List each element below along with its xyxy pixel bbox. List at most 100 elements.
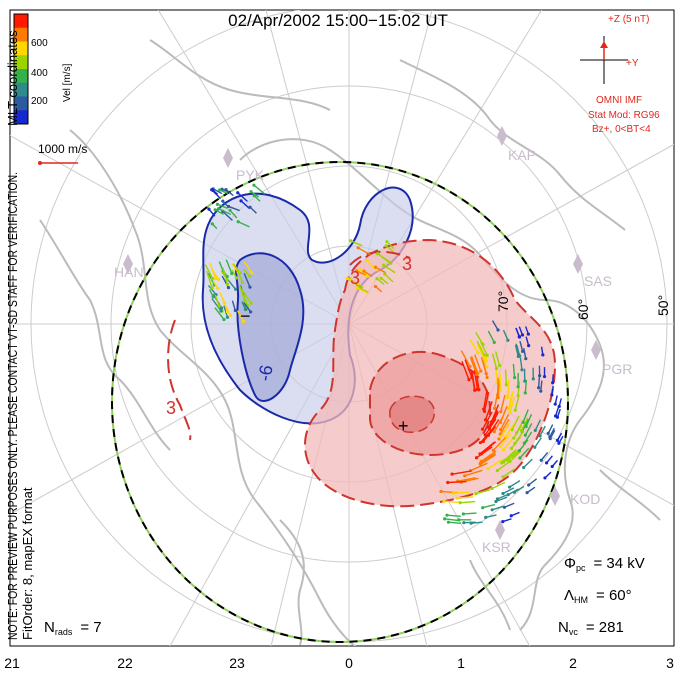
velocity-vector-origin [218,188,221,191]
velocity-vector-origin [481,343,484,346]
velocity-vector-origin [456,497,459,500]
nrads-value: = 7 [80,619,101,636]
imf-condition-label: Bz+, 0<BT<4 [592,124,651,135]
velocity-vector-origin [506,396,509,399]
velocity-vector-origin [543,375,546,378]
velocity-vector-origin [241,281,244,284]
velocity-vector-origin [512,436,515,439]
velocity-vector-origin [249,190,252,193]
velocity-vector-origin [475,373,478,376]
velocity-vector-origin [439,490,442,493]
velocity-vector-origin [230,272,233,275]
velocity-vector-origin [545,461,548,464]
velocity-vector-origin [479,441,482,444]
velocity-vector-origin [379,277,382,280]
velocity-vector-origin [248,286,251,289]
velocity-vector-origin [207,208,210,211]
velocity-vector-origin [250,302,253,305]
velocity-vector-origin [462,512,465,515]
colorbar-segment [14,14,28,28]
velocity-vector-origin [467,378,470,381]
velocity-vector-origin [484,433,487,436]
velocity-vector-origin [532,377,535,380]
velocity-vector-origin [507,493,510,496]
velocity-vector-origin [540,459,543,462]
velocity-vector-origin [250,271,253,274]
velocity-vector-origin [499,445,502,448]
latitude-label-70: 70° [495,291,511,312]
station-label-sas: SAS [584,273,612,289]
mlt-tick-23: 23 [229,655,245,671]
lambda-value: = 60° [596,587,632,604]
velocity-vector-origin [234,309,237,312]
velocity-vector-origin [480,452,483,455]
reference-vector-label: 1000 m/s [38,142,87,156]
velocity-vector-origin [382,264,385,267]
mlt-tick-2: 2 [569,655,577,671]
velocity-vector-origin [357,246,360,249]
velocity-vector-origin [492,449,495,452]
velocity-vector-origin [248,206,251,209]
velocity-vector-origin [501,492,504,495]
velocity-vector-origin [539,390,542,393]
mlt-tick-1: 1 [457,655,465,671]
velocity-vector [506,369,507,384]
velocity-vector-origin [487,434,490,437]
velocity-vector-origin [445,514,448,517]
colorbar-tick-600: 600 [31,38,48,49]
reference-vector-dot [38,161,42,165]
velocity-vector-origin [385,240,388,243]
velocity-vector-origin [557,442,560,445]
fit-order-note: FitOrder: 8, mapEX format [20,487,35,640]
phi-symbol: Φ [564,555,576,572]
velocity-vector-origin [514,409,517,412]
velocity-vector-origin [216,203,219,206]
velocity-vector-origin [473,389,476,392]
nrads-subscript: rads [55,627,73,637]
imf-source-label: OMNI IMF [596,95,642,106]
velocity-vector-origin [226,316,229,319]
velocity-vector-origin [217,207,220,210]
velocity-vector-origin [345,277,348,280]
phi-value: = 34 kV [593,555,644,572]
velocity-vector-origin [486,354,489,357]
velocity-vector-origin [499,389,502,392]
contour-label-center: 3 [350,268,360,288]
colorbar-tick-200: 200 [31,96,48,107]
mlt-tick-21: 21 [4,655,20,671]
velocity-vector-origin [537,386,540,389]
nvc-symbol: N [558,619,569,636]
velocity-vector-origin [538,374,541,377]
velocity-vector-origin [558,405,561,408]
velocity-vector-origin [374,285,377,288]
imf-y-label: +Y [626,58,639,69]
velocity-vector-origin [229,314,232,317]
station-label-han: HAN [114,264,144,280]
velocity-vector-origin [521,350,524,353]
velocity-vector [463,513,476,514]
velocity-vector-origin [505,383,508,386]
imf-z-label: +Z (5 nT) [608,14,649,25]
station-label-kap: KAP [508,147,536,163]
velocity-vector-origin [365,259,368,262]
velocity-vector-origin [239,199,242,202]
velocity-vector-origin [483,410,486,413]
velocity-vector-origin [520,368,523,371]
velocity-vector-origin [479,463,482,466]
stat-nvc: Nvc= 281 [558,619,624,637]
lambda-subscript: HM [574,595,588,605]
imf-model-label: Stat Mod: RG96 [588,110,660,121]
velocity-vector-origin [493,407,496,410]
velocity-vector-origin [493,341,496,344]
velocity-vector-origin [513,442,516,445]
velocity-vector-origin [234,288,237,291]
velocity-vector-origin [211,222,214,225]
velocity-vector-origin [551,381,554,384]
velocity-vector-origin [499,435,502,438]
velocity-vector-origin [222,318,225,321]
velocity-vector-origin [503,506,506,509]
velocity-vector-origin [527,344,530,347]
velocity-vector-origin [516,385,519,388]
